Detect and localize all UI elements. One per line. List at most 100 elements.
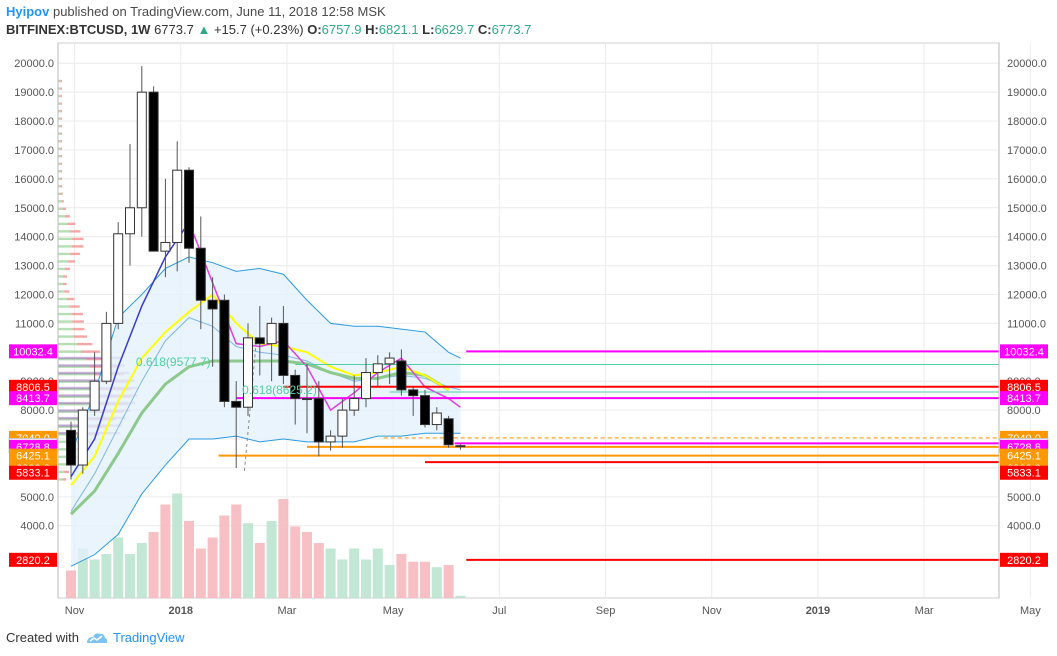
volume-bar	[325, 548, 336, 598]
volume-profile-row-up	[58, 267, 65, 271]
candle-down	[443, 418, 454, 446]
volume-profile-row-down	[60, 162, 63, 165]
volume-bar	[160, 504, 171, 598]
price-tag-bg	[9, 391, 57, 406]
volume-profile-row-down	[60, 132, 62, 135]
y-tick-label-left: 16000.0	[14, 174, 54, 186]
volume-profile-row-down	[60, 109, 62, 113]
high-value: 6821.1	[378, 22, 419, 37]
left-price-tag: 2820.2	[9, 552, 57, 567]
volume-bar	[302, 532, 312, 598]
y-tick-label-left: 8000.0	[20, 405, 54, 417]
low-value: 6629.7	[434, 22, 475, 37]
left-price-tag: 5833.1	[9, 465, 57, 480]
candle-up	[101, 322, 112, 382]
volume-bar	[219, 515, 230, 598]
volume-profile-row-up	[58, 124, 61, 128]
left-price-tag: 6425.1	[9, 448, 57, 463]
volume-profile-row-down	[60, 147, 63, 150]
volume-profile-row-up	[58, 312, 72, 316]
candle-down	[396, 360, 407, 391]
volume-profile-row-up	[58, 478, 63, 481]
volume-profile-row-up	[58, 237, 73, 241]
price-tag-label: 8413.7	[16, 393, 50, 405]
volume-bar	[396, 554, 407, 598]
x-tick-label: Nov	[702, 605, 722, 617]
right-price-tag: 2820.2	[1000, 552, 1048, 567]
tradingview-logo-icon	[86, 632, 108, 643]
candle-up	[172, 169, 183, 243]
open-label: O:	[307, 22, 322, 37]
left-price-tag: 8806.5	[9, 379, 57, 394]
volume-profile-row-up	[58, 155, 61, 158]
volume-profile-row-up	[58, 275, 64, 278]
volume-profile-row-down	[60, 177, 63, 180]
y-tick-label-left: 18000.0	[14, 116, 54, 128]
x-tick-label: 2019	[806, 605, 830, 617]
price-tag-bg	[9, 552, 57, 567]
right-price-tag: 6425.1	[1000, 448, 1048, 463]
x-tick-label: Nov	[65, 605, 85, 617]
volume-profile-row-up	[58, 185, 61, 188]
candle-up	[136, 91, 147, 209]
volume-profile-row-up	[58, 102, 61, 105]
volume-bar	[349, 548, 360, 598]
change-up-icon: ▲	[197, 22, 211, 37]
volume-profile-row-up	[58, 305, 70, 308]
close-value: 6773.7	[491, 22, 532, 37]
volume-profile-row-down	[67, 297, 75, 301]
candle-up	[77, 409, 88, 466]
tradingview-link[interactable]: TradingView	[85, 630, 185, 645]
volume-profile-row-down	[67, 260, 75, 263]
volume-bar	[184, 521, 194, 598]
candle-up	[325, 435, 336, 443]
right-price-tag: 5833.1	[1000, 465, 1048, 480]
volume-bar	[101, 554, 112, 598]
volume-profile-row-up	[58, 463, 66, 466]
candle-down	[184, 169, 194, 249]
volume-profile-row-up	[58, 147, 61, 150]
volume-profile-row-up	[58, 162, 61, 165]
price-tag-label: 8413.7	[1007, 393, 1041, 405]
volume-bar	[172, 493, 183, 598]
volume-bar	[313, 543, 324, 598]
y-tick-label-right: 20000.0	[1007, 58, 1047, 70]
volume-profile-row-down	[60, 94, 62, 98]
volume-profile-row-down	[60, 139, 63, 143]
candle-down	[278, 322, 289, 376]
y-tick-label-right: 11000.0	[1007, 318, 1046, 330]
y-tick-label-right: 13000.0	[1007, 261, 1047, 273]
volume-profile-row-up	[58, 282, 63, 286]
change-value: ▲ +15.7 (+0.23%)	[197, 22, 304, 37]
last-price: 6773.7	[154, 22, 194, 37]
volume-profile-row-down	[60, 155, 63, 158]
volume-bar	[77, 548, 88, 598]
horizontal-levels[interactable]	[218, 350, 1000, 561]
volume-bar	[408, 561, 419, 598]
right-price-tag: 8806.5	[1000, 379, 1048, 394]
bollinger-lower	[70, 432, 461, 567]
price-tag-label: 10032.4	[13, 346, 53, 358]
candle-up	[349, 398, 360, 411]
candle-up	[455, 445, 466, 448]
volume-bar	[66, 570, 76, 598]
volume-profile-row-up	[58, 192, 61, 195]
candle-down	[420, 395, 430, 426]
price-tag-label: 2820.2	[16, 555, 50, 567]
y-tick-label-left: 14000.0	[14, 232, 54, 244]
volume-bar	[113, 537, 124, 598]
volume-profile-row-up	[58, 350, 82, 353]
volume-profile-row-down	[60, 192, 63, 195]
brand-name: TradingView	[112, 630, 185, 645]
volume-profile-row-up	[58, 117, 61, 120]
candle-up	[384, 357, 395, 365]
volume-profile-row-up	[58, 79, 61, 83]
price-tag-label: 5833.1	[1007, 468, 1041, 480]
y-tick-label-right: 4000.0	[1007, 521, 1041, 533]
volume-profile-row-up	[58, 245, 73, 248]
volume-bar	[254, 543, 265, 598]
author-name[interactable]: Hyipov	[6, 4, 50, 19]
price-tag-label: 6425.1	[1007, 451, 1041, 463]
price-tag-bg	[9, 465, 57, 480]
